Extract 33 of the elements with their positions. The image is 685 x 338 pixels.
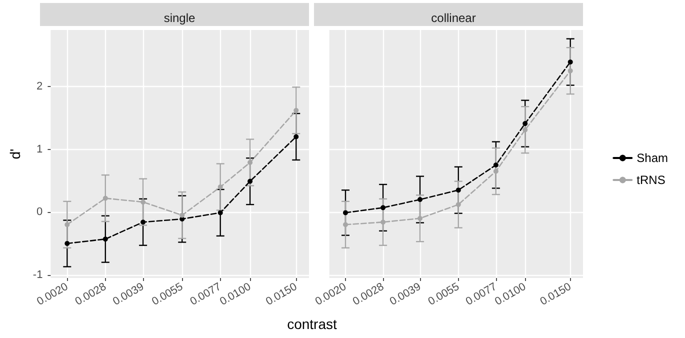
point (456, 202, 461, 208)
y-tick-label: 0 (36, 206, 43, 218)
point (294, 108, 299, 113)
point (64, 222, 70, 228)
point (456, 188, 461, 193)
point (493, 162, 498, 168)
point (418, 216, 423, 221)
y-tick-label: -1 (32, 268, 43, 281)
point (294, 134, 299, 140)
point (380, 205, 386, 210)
point (180, 212, 185, 218)
chart-title: single (164, 11, 196, 25)
point (218, 210, 223, 216)
point (102, 196, 108, 201)
point (102, 236, 108, 242)
y-tick-label: 1 (36, 143, 43, 156)
point (568, 68, 573, 74)
point (568, 60, 573, 65)
legend-label: tRNS (636, 173, 666, 187)
point (342, 222, 348, 228)
point (218, 184, 223, 190)
point (493, 168, 498, 174)
point (342, 210, 348, 216)
point (140, 200, 146, 205)
point (380, 220, 386, 225)
y-tick-label: 2 (36, 80, 43, 93)
legend-label: Sham (636, 151, 668, 165)
y-axis-title: d' (7, 148, 23, 160)
point (418, 197, 423, 202)
x-axis-title: contrast (286, 316, 338, 332)
point (64, 240, 70, 246)
point (140, 220, 146, 225)
chart-title: collinear (431, 11, 476, 25)
